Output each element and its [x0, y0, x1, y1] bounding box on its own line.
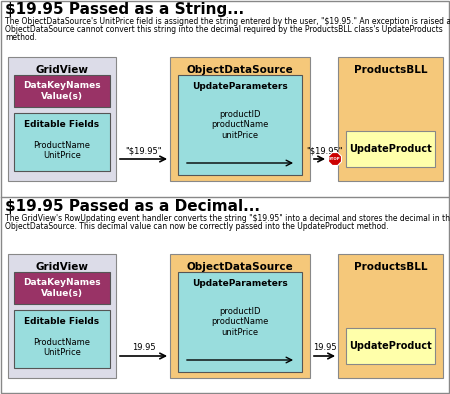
Text: UpdateParameters: UpdateParameters — [192, 82, 288, 91]
Text: UpdateProduct: UpdateProduct — [349, 144, 432, 154]
Text: $19.95 Passed as a Decimal...: $19.95 Passed as a Decimal... — [5, 199, 260, 214]
Text: ProductsBLL: ProductsBLL — [354, 65, 427, 75]
Bar — [170, 254, 310, 378]
Text: ObjectDataSource: ObjectDataSource — [187, 65, 293, 75]
Text: ObjectDataSource. This decimal value can now be correctly passed into the Update: ObjectDataSource. This decimal value can… — [5, 222, 388, 231]
Text: ProductsBLL: ProductsBLL — [354, 262, 427, 272]
Text: Editable Fields: Editable Fields — [24, 317, 99, 326]
Bar — [14, 272, 110, 304]
Bar — [178, 75, 302, 175]
Bar — [346, 131, 435, 167]
Bar — [338, 254, 443, 378]
Text: productID
productName
unitPrice: productID productName unitPrice — [212, 307, 269, 337]
Text: DataKeyNames
Value(s): DataKeyNames Value(s) — [23, 278, 101, 298]
Bar — [8, 57, 116, 181]
Text: GridView: GridView — [36, 65, 89, 75]
Text: $19.95 Passed as a String...: $19.95 Passed as a String... — [5, 2, 244, 17]
Bar — [338, 57, 443, 181]
Text: Editable Fields: Editable Fields — [24, 120, 99, 129]
Text: ObjectDataSource: ObjectDataSource — [187, 262, 293, 272]
Text: DataKeyNames
Value(s): DataKeyNames Value(s) — [23, 81, 101, 101]
Bar — [14, 310, 110, 368]
Text: 19.95: 19.95 — [313, 343, 336, 352]
Bar — [14, 75, 110, 107]
Text: STOP: STOP — [329, 157, 341, 161]
Text: UpdateParameters: UpdateParameters — [192, 279, 288, 288]
Bar — [170, 57, 310, 181]
Text: ProductName
UnitPrice: ProductName UnitPrice — [33, 338, 90, 357]
Text: The ObjectDataSource's UnitPrice field is assigned the string entered by the use: The ObjectDataSource's UnitPrice field i… — [5, 17, 450, 26]
Text: productID
productName
unitPrice: productID productName unitPrice — [212, 110, 269, 140]
Text: GridView: GridView — [36, 262, 89, 272]
Text: 19.95: 19.95 — [132, 343, 155, 352]
Text: ObjectDataSource cannot convert this string into the decimal required by the Pro: ObjectDataSource cannot convert this str… — [5, 25, 443, 34]
Text: "$19.95": "$19.95" — [306, 146, 343, 155]
Text: "$19.95": "$19.95" — [125, 146, 162, 155]
Text: ProductName
UnitPrice: ProductName UnitPrice — [33, 141, 90, 160]
Bar — [8, 254, 116, 378]
Polygon shape — [328, 152, 342, 165]
Text: The GridView's RowUpdating event handler converts the string "$19.95" into a dec: The GridView's RowUpdating event handler… — [5, 214, 450, 223]
Text: method.: method. — [5, 33, 37, 42]
Bar — [346, 328, 435, 364]
Bar — [178, 272, 302, 372]
Bar — [14, 113, 110, 171]
Text: UpdateProduct: UpdateProduct — [349, 341, 432, 351]
